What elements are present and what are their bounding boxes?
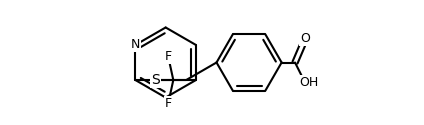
Text: N: N	[131, 38, 140, 52]
Text: S: S	[151, 73, 160, 87]
Text: F: F	[165, 97, 172, 110]
Text: OH: OH	[299, 76, 318, 89]
Text: F: F	[165, 50, 172, 63]
Text: O: O	[300, 32, 310, 45]
Text: F: F	[151, 74, 158, 86]
